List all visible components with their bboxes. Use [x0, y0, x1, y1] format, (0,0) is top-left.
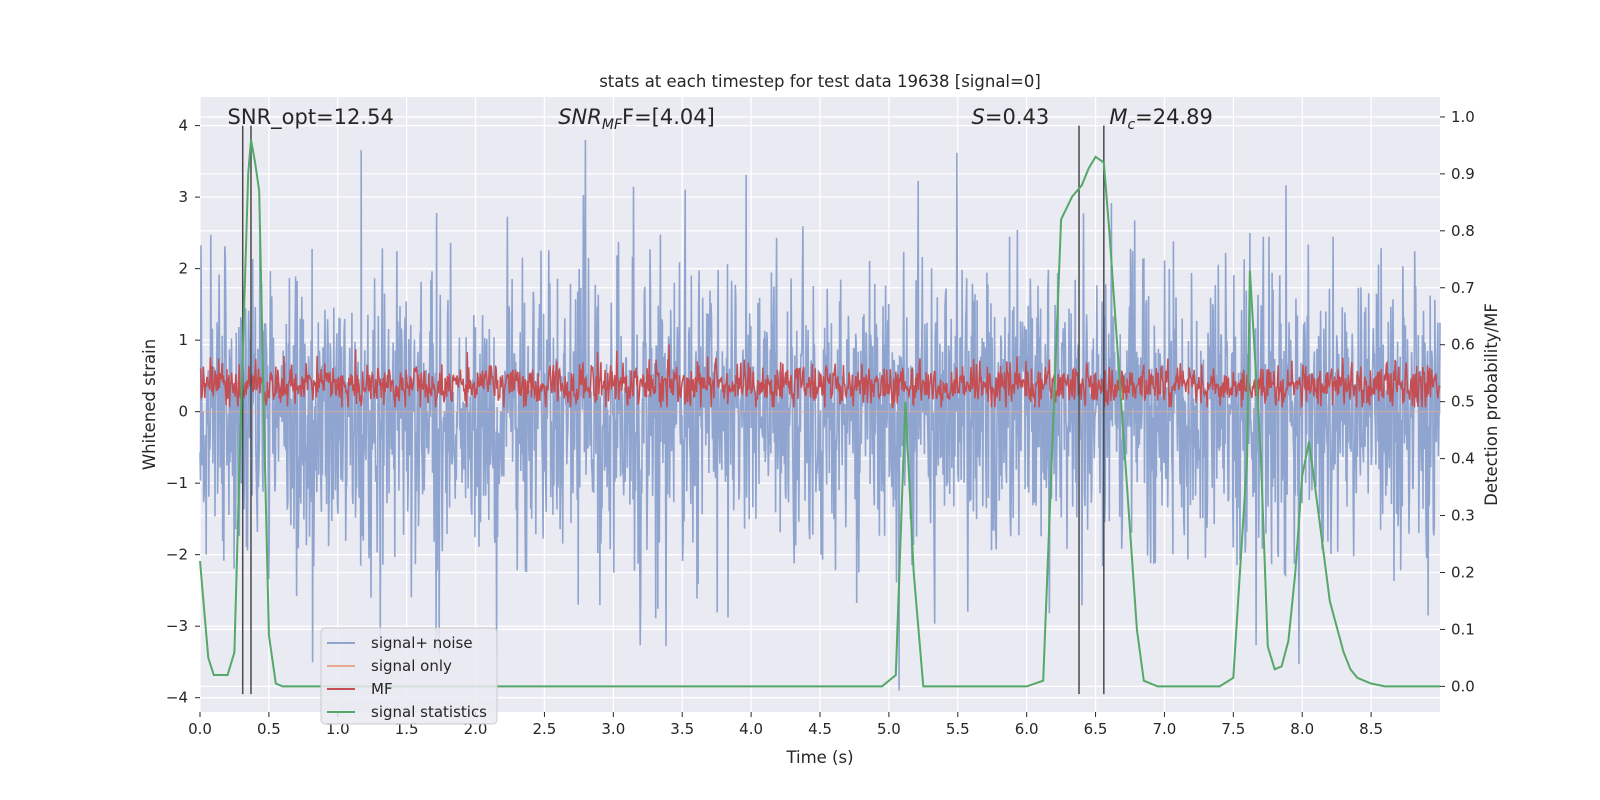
- annotation-tail: =0.43: [985, 105, 1049, 129]
- series-signal-noise: [199, 139, 1441, 691]
- y2-tick-label: 0.3: [1451, 507, 1475, 525]
- annotation-0: SNR_opt=12.54: [228, 105, 394, 130]
- x-tick-label: 7.5: [1221, 720, 1245, 738]
- y2-tick-label: 0.9: [1451, 165, 1475, 183]
- x-tick-label: 0.0: [188, 720, 212, 738]
- signal-statistics-line: [199, 139, 1440, 688]
- annotation-subscript: c: [1127, 117, 1135, 133]
- chart-title: stats at each timestep for test data 196…: [599, 72, 1041, 91]
- annotation-subscript: MF: [602, 117, 623, 133]
- mf-line: [199, 344, 1441, 409]
- y-tick-label: −4: [166, 689, 188, 707]
- x-tick-label: 6.0: [1015, 720, 1039, 738]
- y2-tick-label: 0.0: [1451, 677, 1475, 695]
- annotation-tail: =24.89: [1135, 105, 1213, 129]
- y2-axis-label: Detection probability/MF: [1482, 303, 1501, 506]
- series-signal-statistics: [199, 139, 1440, 688]
- y-tick-label: −1: [166, 474, 188, 492]
- legend-label: signal+ noise: [371, 634, 473, 652]
- y-axis-label: Whitened strain: [140, 339, 159, 470]
- legend: signal+ noise signal only MF signal statist…: [320, 627, 498, 725]
- annotation-tail: F=[4.04]: [622, 105, 715, 129]
- x-tick-label: 5.0: [877, 720, 901, 738]
- x-tick-label: 0.5: [257, 720, 281, 738]
- legend-label: MF: [371, 680, 393, 698]
- annotation-2: S=0.43: [972, 105, 1050, 129]
- annotation-main: M: [1109, 105, 1127, 129]
- y-tick-label: 3: [178, 188, 188, 206]
- x-tick-label: 6.5: [1084, 720, 1108, 738]
- y-tick-label: −3: [166, 617, 188, 635]
- annotation-main: SNR: [558, 105, 602, 129]
- y2-tick-label: 0.7: [1451, 279, 1475, 297]
- x-tick-label: 2.5: [533, 720, 557, 738]
- y2-tick-label: 0.4: [1451, 450, 1475, 468]
- x-tick-label: 7.0: [1153, 720, 1177, 738]
- signal-noise-line: [199, 139, 1441, 691]
- axis-ticks: 0.0 0.5 1.0 1.5 2.0 2.5 3.0 3.5 4.0 4.5 5.0 5.5 6.0 6…: [166, 108, 1475, 738]
- annotations: SNR_opt=12.54 SNRMFF=[4.04] S=0.43 Mc=24.89: [228, 105, 1213, 133]
- x-tick-label: 4.5: [808, 720, 832, 738]
- y-tick-label: 4: [178, 117, 188, 135]
- legend-label: signal only: [371, 657, 452, 675]
- x-axis-label: Time (s): [785, 748, 853, 767]
- y-tick-label: 2: [178, 260, 188, 278]
- annotation-1: SNRMFF=[4.04]: [558, 105, 715, 133]
- legend-box: [320, 627, 498, 725]
- x-tick-label: 8.0: [1290, 720, 1314, 738]
- series-mf: [199, 344, 1441, 409]
- annotation-3: Mc=24.89: [1109, 105, 1213, 133]
- y-tick-label: −2: [166, 546, 188, 564]
- x-tick-label: 4.0: [739, 720, 763, 738]
- legend-label: signal statistics: [371, 703, 487, 721]
- marker-lines: [241, 125, 1105, 695]
- y2-tick-label: 1.0: [1451, 108, 1475, 126]
- y-tick-label: 0: [178, 403, 188, 421]
- x-tick-label: 8.5: [1359, 720, 1383, 738]
- x-tick-label: 5.5: [946, 720, 970, 738]
- annotation-main: S: [972, 105, 985, 129]
- y2-tick-label: 0.2: [1451, 563, 1475, 581]
- x-tick-label: 3.5: [670, 720, 694, 738]
- y-tick-label: 1: [178, 331, 188, 349]
- y2-tick-label: 0.5: [1451, 393, 1475, 411]
- x-tick-label: 3.0: [601, 720, 625, 738]
- y2-tick-label: 0.6: [1451, 336, 1475, 354]
- y2-tick-label: 0.1: [1451, 620, 1475, 638]
- y2-tick-label: 0.8: [1451, 222, 1475, 240]
